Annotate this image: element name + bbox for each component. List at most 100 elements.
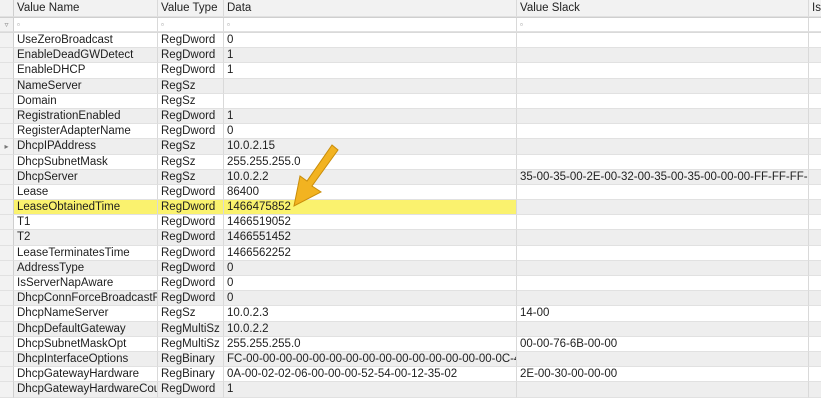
cell-value-name: T1	[14, 215, 158, 231]
table-row[interactable]: NameServer RegSz	[0, 78, 821, 94]
row-indicator	[0, 169, 14, 185]
cell-value-slack	[517, 276, 809, 292]
cell-is-partial	[809, 33, 821, 49]
cell-value-name: EnableDHCP	[14, 63, 158, 79]
cell-data: 1	[224, 108, 517, 125]
cell-data: 86400	[224, 184, 517, 201]
cell-data: 1466475852	[224, 200, 517, 216]
cell-is-partial	[809, 124, 821, 140]
table-row[interactable]: DhcpDefaultGateway RegMultiSz 10.0.2.2	[0, 321, 821, 337]
table-row[interactable]: DhcpSubnetMask RegSz 255.255.255.0	[0, 154, 821, 170]
cell-value-name: T2	[14, 230, 158, 246]
cell-value-slack	[517, 230, 809, 246]
cell-is-partial	[809, 48, 821, 64]
table-row[interactable]: DhcpServer RegSz 10.0.2.2 35-00-35-00-2E-00…	[0, 169, 821, 185]
filter-cell-value-type[interactable]: ▫	[158, 18, 224, 32]
cell-value-type: RegSz	[158, 78, 224, 94]
table-row[interactable]: AddressType RegDword 0	[0, 260, 821, 276]
table-row[interactable]: RegisterAdapterName RegDword 0	[0, 124, 821, 140]
row-indicator	[0, 382, 14, 398]
cell-value-name: DhcpGatewayHardware	[14, 367, 158, 383]
table-row[interactable]: LeaseTerminatesTime RegDword 1466562252	[0, 245, 821, 261]
table-row[interactable]: IsServerNapAware RegDword 0	[0, 276, 821, 292]
cell-value-slack	[517, 200, 809, 216]
cell-value-type: RegDword	[158, 276, 224, 292]
table-row[interactable]: T1 RegDword 1466519052	[0, 215, 821, 231]
cell-value-name: LeaseTerminatesTime	[14, 245, 158, 261]
cell-value-type: RegDword	[158, 215, 224, 231]
cell-is-partial	[809, 170, 821, 185]
row-indicator-header	[0, 0, 14, 17]
cell-value-slack	[517, 260, 809, 276]
cell-value-name: DhcpServer	[14, 169, 158, 185]
cell-data: 255.255.255.0	[224, 154, 517, 170]
cell-value-name: AddressType	[14, 260, 158, 276]
column-header-is-partial[interactable]: Is	[809, 0, 821, 17]
row-indicator	[0, 154, 14, 170]
cell-data: 0	[224, 124, 517, 140]
table-row[interactable]: ▸ DhcpIPAddress RegSz 10.0.2.15	[0, 139, 821, 155]
cell-is-partial	[809, 200, 821, 216]
cell-is-partial	[809, 306, 821, 322]
row-indicator	[0, 321, 14, 337]
cell-value-type: RegDword	[158, 184, 224, 201]
cell-value-slack	[517, 291, 809, 307]
filter-cell-data[interactable]: ▫	[224, 18, 517, 32]
row-indicator	[0, 93, 14, 109]
cell-value-slack	[517, 124, 809, 140]
filter-row: ▿ ▫ ▫ ▫ ▫	[0, 18, 821, 33]
row-indicator	[0, 184, 14, 201]
table-row[interactable]: Lease RegDword 86400	[0, 184, 821, 201]
table-row[interactable]: DhcpConnForceBroadcastFlagRegDword0	[0, 291, 821, 307]
cell-data: 1	[224, 382, 517, 398]
cell-value-slack: 35-00-35-00-2E-00-32-00-35-00-35-00-00-0…	[517, 169, 809, 185]
cell-value-name: DhcpSubnetMaskOpt	[14, 336, 158, 352]
table-row[interactable]: LeaseObtainedTime RegDword 1466475852	[0, 200, 821, 216]
row-indicator	[0, 124, 14, 140]
table-row[interactable]: DhcpSubnetMaskOpt RegMultiSz 255.255.255.0…	[0, 336, 821, 352]
table-row[interactable]: RegistrationEnabled RegDword 1	[0, 108, 821, 125]
cell-value-type: RegSz	[158, 139, 224, 155]
cell-value-type: RegBinary	[158, 367, 224, 383]
filter-cell-is-partial[interactable]	[809, 18, 821, 32]
row-indicator	[0, 367, 14, 383]
table-row[interactable]: T2 RegDword 1466551452	[0, 230, 821, 246]
cell-value-type: RegDword	[158, 33, 224, 49]
table-row[interactable]: DhcpInterfaceOptions RegBinary FC-00-00-00…	[0, 351, 821, 368]
cell-value-type: RegDword	[158, 108, 224, 125]
table-row[interactable]: UseZeroBroadcast RegDword 0	[0, 33, 821, 49]
cell-value-type: RegDword	[158, 200, 224, 216]
cell-data: 1466519052	[224, 215, 517, 231]
cell-value-type: RegDword	[158, 260, 224, 276]
table-row[interactable]: DhcpGatewayHardwareCount RegDword 1	[0, 382, 821, 398]
cell-value-slack	[517, 108, 809, 125]
filter-cell-value-name[interactable]: ▫	[14, 18, 158, 32]
cell-value-slack	[517, 351, 809, 368]
cell-value-type: RegDword	[158, 230, 224, 246]
table-row[interactable]: EnableDHCP RegDword 1	[0, 63, 821, 79]
cell-is-partial	[809, 382, 821, 398]
column-header-value-slack[interactable]: Value Slack	[517, 0, 809, 17]
table-row[interactable]: DhcpGatewayHardware RegBinary 0A-00-02-02-…	[0, 367, 821, 383]
cell-value-slack	[517, 63, 809, 79]
cell-is-partial	[809, 63, 821, 79]
cell-data: 0	[224, 276, 517, 292]
column-header-data[interactable]: Data	[224, 0, 517, 17]
cell-value-type: RegSz	[158, 93, 224, 109]
column-header-value-name[interactable]: Value Name	[14, 0, 158, 17]
cell-data: 1466562252	[224, 245, 517, 261]
cell-value-name: DhcpGatewayHardwareCount	[14, 382, 158, 398]
cell-is-partial	[809, 276, 821, 292]
table-row[interactable]: Domain RegSz	[0, 93, 821, 109]
filter-cell-value-slack[interactable]: ▫	[517, 18, 809, 32]
cell-value-type: RegMultiSz	[158, 336, 224, 352]
table-row[interactable]: EnableDeadGWDetect RegDword 1	[0, 48, 821, 64]
cell-value-slack: 2E-00-30-00-00-00	[517, 367, 809, 383]
row-indicator	[0, 276, 14, 292]
cell-is-partial	[809, 230, 821, 246]
table-row[interactable]: DhcpNameServer RegSz 10.0.2.3 14-00	[0, 306, 821, 322]
cell-value-name: RegistrationEnabled	[14, 108, 158, 125]
column-header-value-type[interactable]: Value Type	[158, 0, 224, 17]
cell-data: 0A-00-02-02-06-00-00-00-52-54-00-12-35-0…	[224, 367, 517, 383]
cell-value-name: DhcpConnForceBroadcastFlag	[14, 291, 158, 307]
